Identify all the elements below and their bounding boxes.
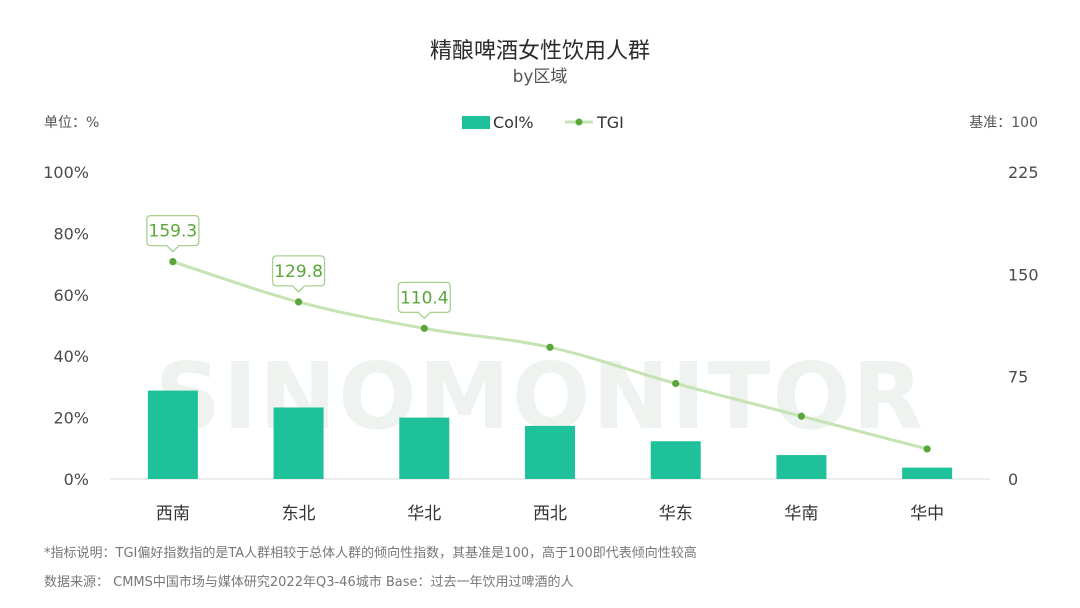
legend-label-line: TGI [596, 113, 624, 132]
bar [147, 390, 198, 479]
tgi-data-label: 110.4 [400, 288, 449, 308]
chart-title: 精酿啤酒女性饮用人群 [430, 39, 650, 64]
tgi-point [672, 379, 680, 388]
category-label: 华东 [659, 504, 693, 524]
bar [525, 425, 575, 479]
legend-swatch-marker [575, 118, 583, 126]
right-tick-label: 225 [1008, 163, 1039, 182]
category-label: 西南 [156, 504, 190, 524]
tgi-point [420, 324, 428, 332]
legend-swatch-bar [462, 116, 490, 129]
unit-label: 单位：% [44, 115, 99, 131]
left-tick-label: 40% [53, 347, 89, 366]
legend-label-bar: Col% [493, 113, 534, 132]
category-labels: 西南 东北 华北 西北 华东 华南 华中 [156, 504, 944, 524]
left-tick-label: 20% [53, 409, 89, 428]
category-label: 西北 [533, 504, 567, 524]
tgi-callout-box [146, 214, 200, 253]
bar [902, 467, 953, 479]
tgi-point [797, 412, 806, 420]
tgi-point [546, 343, 554, 351]
tgi-callout-box [397, 281, 451, 320]
right-tick-label: 150 [1008, 265, 1039, 284]
bar [776, 455, 827, 479]
tgi-data-label: 159.3 [149, 222, 198, 242]
right-tick-label: 75 [1008, 368, 1028, 387]
left-tick-label: 60% [53, 286, 89, 305]
chart-subtitle: by区域 [513, 67, 568, 87]
tgi-line-series: 159.3 129.8 110.4 [146, 214, 931, 453]
left-tick-label: 80% [53, 224, 89, 243]
tgi-point [294, 298, 303, 306]
right-axis-ticks: 0 75 150 225 [1008, 163, 1039, 489]
footnote-indicator: *指标说明：TGI偏好指数指的是TA人群相较于总体人群的倾向性指数，其基准是10… [44, 545, 697, 561]
base-label: 基准：100 [969, 114, 1038, 131]
left-tick-label: 0% [64, 470, 89, 489]
bar [399, 417, 450, 479]
category-label: 东北 [282, 504, 316, 524]
category-label: 华北 [407, 504, 441, 524]
left-tick-label: 100% [43, 163, 89, 182]
bar [650, 441, 701, 479]
footnote-source: 数据来源： CMMS中国市场与媒体研究2022年Q3-46城市 Base：过去一… [44, 574, 574, 590]
right-tick-label: 0 [1008, 470, 1018, 489]
tgi-callout-box [271, 255, 326, 293]
tgi-point [923, 445, 931, 453]
left-axis-ticks: 0% 20% 40% 60% 80% 100% [43, 163, 89, 489]
category-label: 华南 [784, 504, 818, 524]
tgi-point [169, 258, 177, 266]
bar-series [147, 390, 953, 479]
legend: Col% TGI [462, 113, 624, 132]
bar [273, 407, 324, 479]
tgi-data-label: 129.8 [274, 262, 323, 282]
category-label: 华中 [910, 504, 944, 524]
